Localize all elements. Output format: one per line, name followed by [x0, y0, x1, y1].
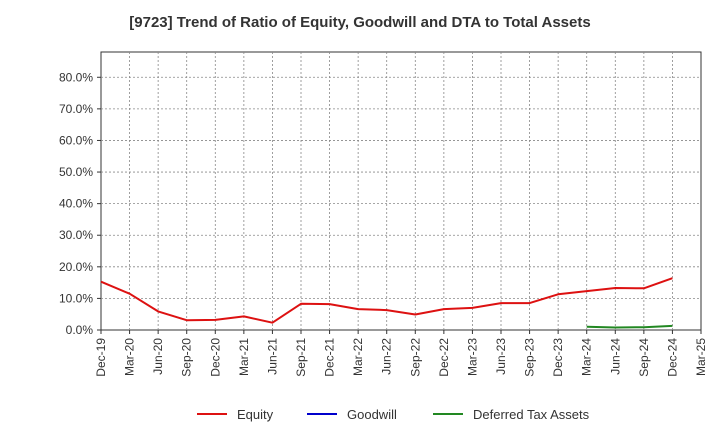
x-tick-label: Dec-22 [437, 338, 451, 377]
x-tick-label: Sep-22 [408, 338, 422, 377]
y-tick-label: 40.0% [59, 197, 93, 211]
x-tick-label: Jun-24 [608, 338, 622, 375]
y-tick-label: 30.0% [59, 228, 93, 242]
x-tick-label: Dec-20 [208, 338, 222, 377]
x-tick-label: Mar-22 [351, 338, 365, 376]
x-tick-label: Sep-23 [523, 338, 537, 377]
x-tick-label: Dec-23 [551, 338, 565, 377]
x-tick-label: Sep-20 [180, 338, 194, 377]
legend-label: Equity [237, 407, 274, 422]
y-tick-label: 20.0% [59, 260, 93, 274]
x-tick-label: Dec-21 [323, 338, 337, 377]
legend-label: Goodwill [347, 407, 397, 422]
y-tick-label: 0.0% [66, 323, 94, 337]
x-tick-label: Sep-21 [294, 338, 308, 377]
x-tick-label: Jun-23 [494, 338, 508, 375]
x-tick-label: Dec-19 [94, 338, 108, 377]
series-line-deferred-tax-assets [586, 324, 673, 329]
x-tick-label: Mar-24 [580, 338, 594, 376]
x-tick-label: Mar-20 [123, 338, 137, 376]
y-tick-label: 70.0% [59, 102, 93, 116]
x-tick-label: Jun-20 [151, 338, 165, 375]
y-tick-label: 60.0% [59, 133, 93, 147]
x-tick-label: Mar-25 [694, 338, 708, 376]
chart-title: [9723] Trend of Ratio of Equity, Goodwil… [129, 14, 591, 31]
x-tick-label: Jun-21 [265, 338, 279, 375]
legend-label: Deferred Tax Assets [473, 407, 590, 422]
x-tick-label: Sep-24 [637, 338, 651, 377]
x-tick-label: Mar-21 [237, 338, 251, 376]
plot-area [100, 51, 702, 331]
x-tick-label: Jun-22 [380, 338, 394, 375]
y-tick-label: 10.0% [59, 291, 93, 305]
y-tick-label: 80.0% [59, 70, 93, 84]
y-tick-label: 50.0% [59, 165, 93, 179]
series-line-equity [100, 277, 673, 324]
x-tick-label: Mar-23 [465, 338, 479, 376]
x-tick-label: Dec-24 [665, 338, 679, 377]
